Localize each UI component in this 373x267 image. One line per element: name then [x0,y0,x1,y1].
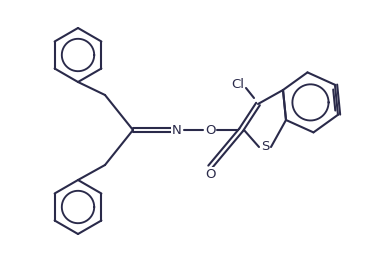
Text: S: S [261,140,269,154]
Text: Cl: Cl [232,77,244,91]
Text: O: O [205,124,215,136]
Text: N: N [172,124,182,136]
Text: O: O [205,167,215,180]
